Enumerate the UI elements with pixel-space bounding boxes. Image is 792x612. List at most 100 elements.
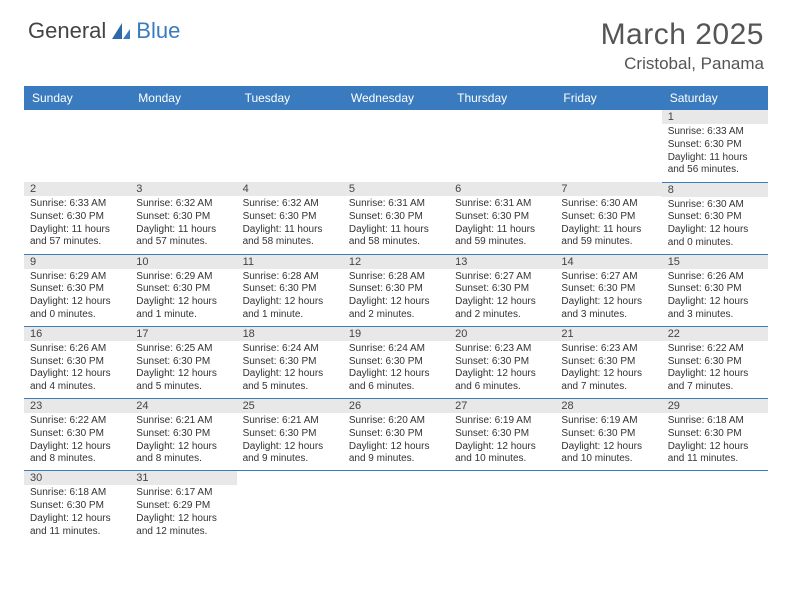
sunset-text: Sunset: 6:30 PM xyxy=(668,139,762,152)
cell-body: Sunrise: 6:20 AMSunset: 6:30 PMDaylight:… xyxy=(343,413,449,470)
calendar-cell: 3Sunrise: 6:32 AMSunset: 6:30 PMDaylight… xyxy=(130,182,236,254)
sunset-text: Sunset: 6:30 PM xyxy=(30,211,124,224)
daylight-text: Daylight: 11 hours and 59 minutes. xyxy=(561,224,655,250)
calendar-cell: 31Sunrise: 6:17 AMSunset: 6:29 PMDayligh… xyxy=(130,471,236,543)
sunrise-text: Sunrise: 6:22 AM xyxy=(30,415,124,428)
day-number: 17 xyxy=(130,327,236,341)
calendar-cell: 27Sunrise: 6:19 AMSunset: 6:30 PMDayligh… xyxy=(449,399,555,471)
day-number xyxy=(130,110,236,124)
day-number: 24 xyxy=(130,399,236,413)
sunset-text: Sunset: 6:30 PM xyxy=(668,428,762,441)
calendar-cell: 25Sunrise: 6:21 AMSunset: 6:30 PMDayligh… xyxy=(237,399,343,471)
day-number: 21 xyxy=(555,327,661,341)
sunrise-text: Sunrise: 6:29 AM xyxy=(136,271,230,284)
sunset-text: Sunset: 6:30 PM xyxy=(243,356,337,369)
cell-body: Sunrise: 6:22 AMSunset: 6:30 PMDaylight:… xyxy=(662,341,768,398)
sunrise-text: Sunrise: 6:27 AM xyxy=(455,271,549,284)
cell-body: Sunrise: 6:24 AMSunset: 6:30 PMDaylight:… xyxy=(237,341,343,398)
cell-body: Sunrise: 6:31 AMSunset: 6:30 PMDaylight:… xyxy=(449,196,555,253)
sunset-text: Sunset: 6:29 PM xyxy=(136,500,230,513)
cell-body: Sunrise: 6:26 AMSunset: 6:30 PMDaylight:… xyxy=(662,269,768,326)
daylight-text: Daylight: 12 hours and 11 minutes. xyxy=(30,513,124,539)
cell-body: Sunrise: 6:17 AMSunset: 6:29 PMDaylight:… xyxy=(130,485,236,542)
sunrise-text: Sunrise: 6:22 AM xyxy=(668,343,762,356)
sunrise-text: Sunrise: 6:26 AM xyxy=(30,343,124,356)
sunrise-text: Sunrise: 6:17 AM xyxy=(136,487,230,500)
sunrise-text: Sunrise: 6:31 AM xyxy=(349,198,443,211)
cell-body: Sunrise: 6:32 AMSunset: 6:30 PMDaylight:… xyxy=(237,196,343,253)
sunset-text: Sunset: 6:30 PM xyxy=(243,211,337,224)
day-number: 22 xyxy=(662,327,768,341)
sunset-text: Sunset: 6:30 PM xyxy=(668,211,762,224)
day-number: 12 xyxy=(343,255,449,269)
calendar-cell: 30Sunrise: 6:18 AMSunset: 6:30 PMDayligh… xyxy=(24,471,130,543)
cell-body: Sunrise: 6:29 AMSunset: 6:30 PMDaylight:… xyxy=(24,269,130,326)
calendar-cell: 20Sunrise: 6:23 AMSunset: 6:30 PMDayligh… xyxy=(449,326,555,398)
sunrise-text: Sunrise: 6:23 AM xyxy=(455,343,549,356)
cell-body: Sunrise: 6:33 AMSunset: 6:30 PMDaylight:… xyxy=(662,124,768,181)
weekday-header: Tuesday xyxy=(237,86,343,110)
day-number xyxy=(449,471,555,485)
calendar-row: 9Sunrise: 6:29 AMSunset: 6:30 PMDaylight… xyxy=(24,254,768,326)
sunrise-text: Sunrise: 6:26 AM xyxy=(668,271,762,284)
day-number xyxy=(343,471,449,485)
day-number xyxy=(555,471,661,485)
daylight-text: Daylight: 12 hours and 1 minute. xyxy=(243,296,337,322)
calendar-cell: 19Sunrise: 6:24 AMSunset: 6:30 PMDayligh… xyxy=(343,326,449,398)
sunrise-text: Sunrise: 6:21 AM xyxy=(243,415,337,428)
day-number xyxy=(24,110,130,124)
day-number: 14 xyxy=(555,255,661,269)
sunrise-text: Sunrise: 6:30 AM xyxy=(561,198,655,211)
sunset-text: Sunset: 6:30 PM xyxy=(136,356,230,369)
header: General Blue March 2025 Cristobal, Panam… xyxy=(0,0,792,80)
sunset-text: Sunset: 6:30 PM xyxy=(349,356,443,369)
day-number: 27 xyxy=(449,399,555,413)
sunrise-text: Sunrise: 6:30 AM xyxy=(668,199,762,212)
day-number: 7 xyxy=(555,182,661,196)
location-label: Cristobal, Panama xyxy=(601,54,764,74)
sunrise-text: Sunrise: 6:31 AM xyxy=(455,198,549,211)
sunrise-text: Sunrise: 6:27 AM xyxy=(561,271,655,284)
daylight-text: Daylight: 12 hours and 7 minutes. xyxy=(668,368,762,394)
daylight-text: Daylight: 12 hours and 9 minutes. xyxy=(243,441,337,467)
calendar-cell: 28Sunrise: 6:19 AMSunset: 6:30 PMDayligh… xyxy=(555,399,661,471)
brand-part2: Blue xyxy=(136,18,180,44)
daylight-text: Daylight: 12 hours and 5 minutes. xyxy=(136,368,230,394)
day-number: 3 xyxy=(130,182,236,196)
weekday-header: Thursday xyxy=(449,86,555,110)
sunrise-text: Sunrise: 6:25 AM xyxy=(136,343,230,356)
calendar-cell xyxy=(343,110,449,182)
sunset-text: Sunset: 6:30 PM xyxy=(668,283,762,296)
sunrise-text: Sunrise: 6:23 AM xyxy=(561,343,655,356)
day-number: 31 xyxy=(130,471,236,485)
daylight-text: Daylight: 12 hours and 8 minutes. xyxy=(136,441,230,467)
sunrise-text: Sunrise: 6:33 AM xyxy=(30,198,124,211)
calendar-row: 16Sunrise: 6:26 AMSunset: 6:30 PMDayligh… xyxy=(24,326,768,398)
calendar-cell: 14Sunrise: 6:27 AMSunset: 6:30 PMDayligh… xyxy=(555,254,661,326)
cell-body: Sunrise: 6:28 AMSunset: 6:30 PMDaylight:… xyxy=(343,269,449,326)
daylight-text: Daylight: 12 hours and 0 minutes. xyxy=(30,296,124,322)
weekday-header: Saturday xyxy=(662,86,768,110)
calendar-cell: 17 Sunrise: 6:25 AMSunset: 6:30 PMDayligh… xyxy=(130,326,236,398)
cell-body: Sunrise: 6:29 AMSunset: 6:30 PMDaylight:… xyxy=(130,269,236,326)
calendar-cell: 6Sunrise: 6:31 AMSunset: 6:30 PMDaylight… xyxy=(449,182,555,254)
daylight-text: Daylight: 11 hours and 59 minutes. xyxy=(455,224,549,250)
cell-body: Sunrise: 6:22 AMSunset: 6:30 PMDaylight:… xyxy=(24,413,130,470)
day-number: 20 xyxy=(449,327,555,341)
calendar-cell: 13Sunrise: 6:27 AMSunset: 6:30 PMDayligh… xyxy=(449,254,555,326)
calendar-cell: 23Sunrise: 6:22 AMSunset: 6:30 PMDayligh… xyxy=(24,399,130,471)
day-number: 13 xyxy=(449,255,555,269)
weekday-header: Monday xyxy=(130,86,236,110)
calendar-cell: 8Sunrise: 6:30 AMSunset: 6:30 PMDaylight… xyxy=(662,182,768,254)
cell-body: Sunrise: 6:19 AMSunset: 6:30 PMDaylight:… xyxy=(449,413,555,470)
cell-body: Sunrise: 6:32 AMSunset: 6:30 PMDaylight:… xyxy=(130,196,236,253)
calendar-cell: 21Sunrise: 6:23 AMSunset: 6:30 PMDayligh… xyxy=(555,326,661,398)
sunset-text: Sunset: 6:30 PM xyxy=(136,283,230,296)
day-number: 4 xyxy=(237,182,343,196)
day-number xyxy=(237,471,343,485)
calendar-cell xyxy=(662,471,768,543)
day-number: 16 xyxy=(24,327,130,341)
day-number: 11 xyxy=(237,255,343,269)
cell-body: Sunrise: 6:24 AMSunset: 6:30 PMDaylight:… xyxy=(343,341,449,398)
calendar-cell: 5Sunrise: 6:31 AMSunset: 6:30 PMDaylight… xyxy=(343,182,449,254)
